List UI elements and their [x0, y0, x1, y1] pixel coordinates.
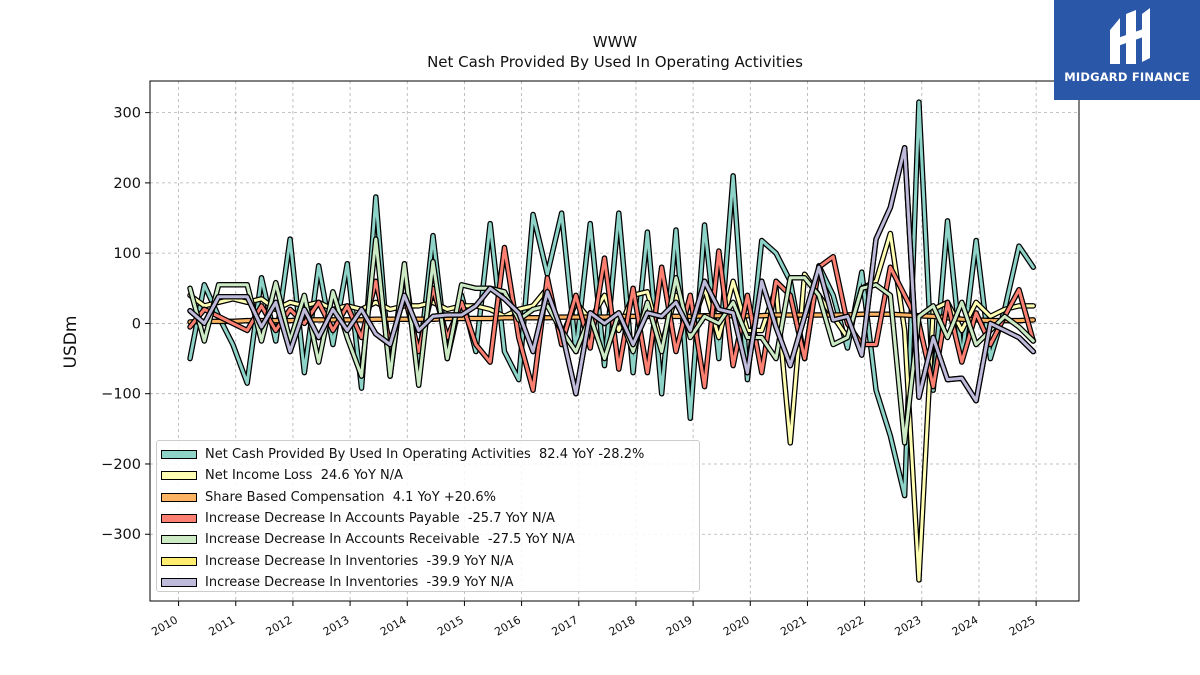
- logo-mark-icon: [1110, 8, 1150, 64]
- legend-label: Net Cash Provided By Used In Operating A…: [205, 447, 645, 463]
- axes: 2010 2011 2012 2013 2014 2015 2016 2017 2018 2019…: [101, 80, 1080, 639]
- x-tick-label: 2015: [435, 613, 466, 638]
- legend-swatch: [161, 471, 197, 481]
- legend-label: Increase Decrease In Inventories -39.9 Y…: [205, 574, 514, 590]
- legend-swatch: [161, 577, 197, 587]
- y-tick-label: 100: [113, 246, 141, 262]
- x-tick-label: 2014: [378, 613, 409, 638]
- legend-label: Increase Decrease In Inventories -39.9 Y…: [205, 553, 514, 569]
- y-tick-label: 200: [113, 176, 141, 192]
- legend-swatch: [161, 450, 197, 460]
- x-tick-label: 2018: [607, 613, 638, 638]
- chart-title: WWW: [593, 33, 638, 51]
- y-axis-label: USDm: [61, 316, 81, 369]
- legend-item: Net Income Loss 24.6 YoY N/A: [157, 465, 699, 486]
- legend-item: Increase Decrease In Inventories -39.9 Y…: [157, 550, 699, 571]
- series-line-3: [188, 246, 1035, 392]
- legend-label: Increase Decrease In Accounts Payable -2…: [205, 511, 555, 527]
- x-tick-label: 2013: [321, 613, 352, 638]
- legend-label: Increase Decrease In Accounts Receivable…: [205, 532, 575, 548]
- x-tick-label: 2011: [207, 613, 238, 638]
- x-tick-label: 2012: [264, 613, 295, 638]
- logo-text: MIDGARD FINANCE: [1064, 70, 1190, 84]
- x-tick-label: 2010: [149, 613, 180, 638]
- midgard-logo: MIDGARD FINANCE: [1054, 0, 1200, 100]
- y-tick-label: −300: [101, 527, 141, 543]
- legend-swatch: [161, 514, 197, 524]
- series-line-4: [188, 237, 1035, 445]
- chart-subtitle: Net Cash Provided By Used In Operating A…: [427, 53, 803, 71]
- legend-label: Net Income Loss 24.6 YoY N/A: [205, 468, 404, 484]
- y-tick-label: −200: [101, 457, 141, 473]
- chart-legend: Net Cash Provided By Used In Operating A…: [156, 440, 700, 592]
- legend-item: Net Cash Provided By Used In Operating A…: [157, 444, 699, 465]
- legend-swatch: [161, 556, 197, 566]
- legend-swatch: [161, 535, 197, 545]
- legend-item: Increase Decrease In Inventories -39.9 Y…: [157, 572, 699, 593]
- x-tick-label: 2019: [664, 613, 695, 638]
- legend-label: Share Based Compensation 4.1 YoY +20.6%: [205, 489, 497, 505]
- legend-item: Increase Decrease In Accounts Receivable…: [157, 529, 699, 550]
- legend-swatch: [161, 492, 197, 502]
- x-tick-label: 2025: [1007, 613, 1038, 638]
- y-tick-label: 0: [132, 316, 141, 332]
- legend-item: Share Based Compensation 4.1 YoY +20.6%: [157, 487, 699, 508]
- legend-item: Increase Decrease In Accounts Payable -2…: [157, 508, 699, 529]
- y-tick-label: −100: [101, 387, 141, 403]
- y-tick-label: 300: [113, 106, 141, 122]
- x-tick-label: 2022: [835, 613, 866, 638]
- x-tick-label: 2023: [893, 613, 924, 638]
- x-tick-label: 2016: [492, 613, 523, 638]
- x-tick-label: 2024: [950, 613, 981, 638]
- series-lines: [187, 99, 1037, 583]
- series-line-6: [188, 146, 1035, 403]
- x-tick-label: 2021: [778, 613, 809, 638]
- x-tick-label: 2017: [550, 613, 581, 638]
- x-tick-label: 2020: [721, 613, 752, 638]
- plot-frame: [149, 80, 1080, 602]
